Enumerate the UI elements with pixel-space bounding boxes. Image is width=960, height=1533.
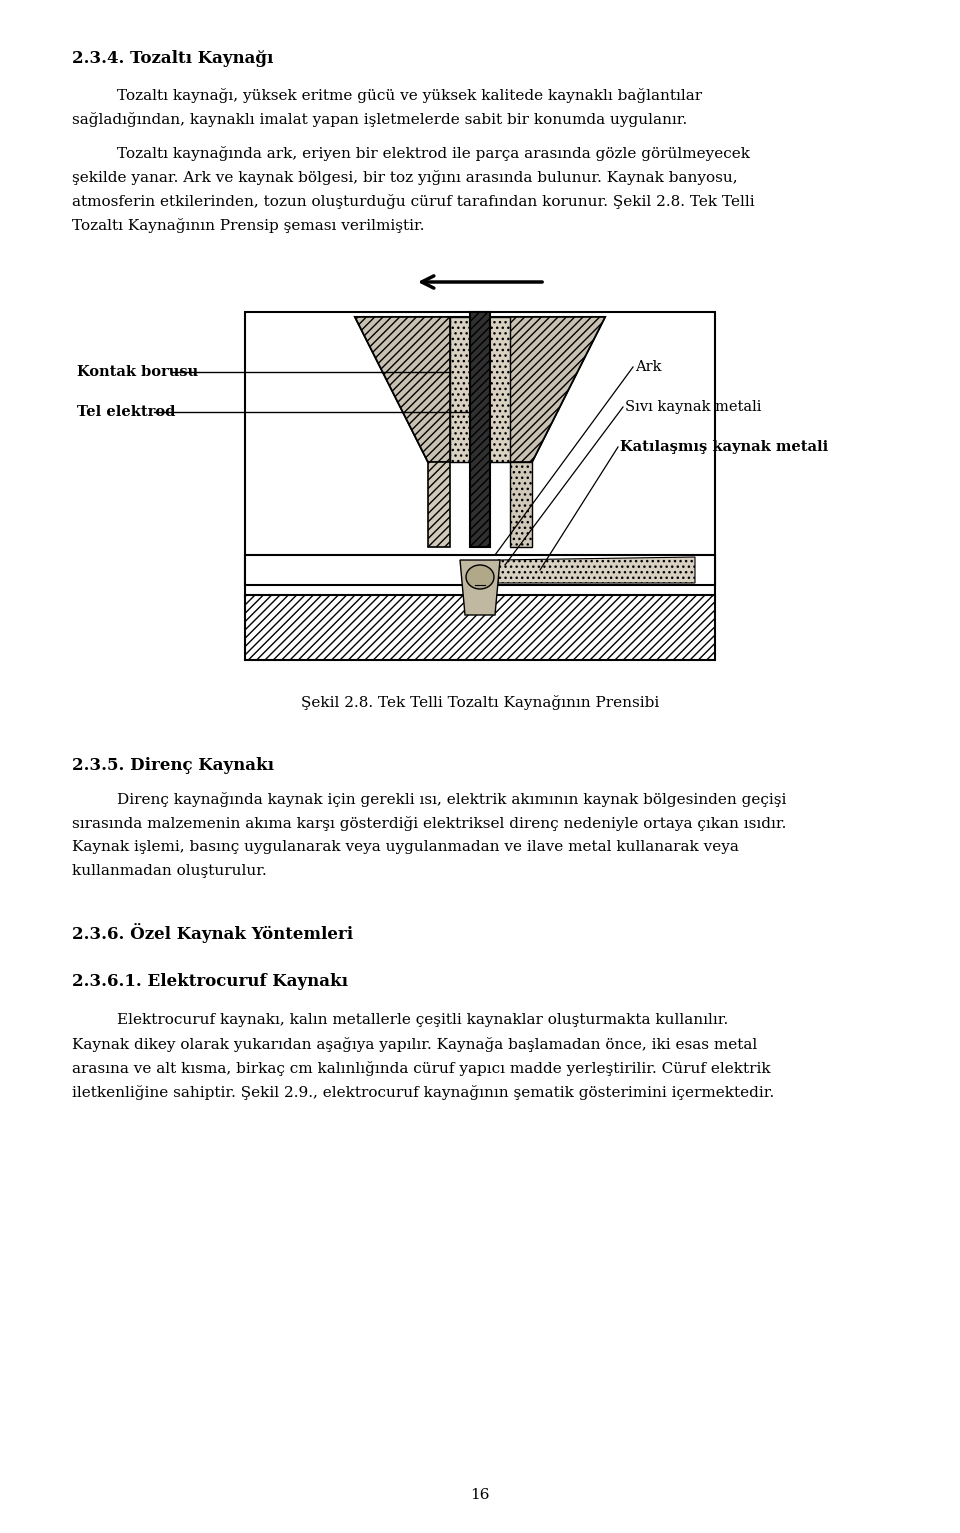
Text: atmosferin etkilerinden, tozun oluşturduğu cüruf tarafından korunur. Şekil 2.8. : atmosferin etkilerinden, tozun oluşturdu… (72, 195, 755, 208)
Text: sırasında malzemenin akıma karşı gösterdiği elektriksel direnç nedeniyle ortaya : sırasında malzemenin akıma karşı gösterd… (72, 816, 786, 831)
Text: arasına ve alt kısma, birkaç cm kalınlığında cüruf yapıcı madde yerleştirilir. C: arasına ve alt kısma, birkaç cm kalınlığ… (72, 1061, 771, 1076)
Text: Tozaltı Kaynağının Prensip şeması verilmiştir.: Tozaltı Kaynağının Prensip şeması verilm… (72, 218, 424, 233)
Text: 2.3.6. Özel Kaynak Yöntemleri: 2.3.6. Özel Kaynak Yöntemleri (72, 923, 353, 943)
Polygon shape (510, 461, 532, 547)
Text: Tel elektrod: Tel elektrod (77, 405, 176, 419)
Bar (245, 313, 715, 596)
Text: Kaynak dikey olarak yukarıdan aşağıya yapılır. Kaynağa başlamadan önce, iki esas: Kaynak dikey olarak yukarıdan aşağıya ya… (72, 1036, 757, 1052)
Text: şekilde yanar. Ark ve kaynak bölgesi, bir toz yığını arasında bulunur. Kaynak ba: şekilde yanar. Ark ve kaynak bölgesi, bi… (72, 170, 737, 185)
Text: Direnç kaynağında kaynak için gerekli ısı, elektrik akımının kaynak bölgesinden : Direnç kaynağında kaynak için gerekli ıs… (117, 793, 786, 806)
Polygon shape (460, 560, 500, 615)
Text: Şekil 2.8. Tek Telli Tozaltı Kaynağının Prensibi: Şekil 2.8. Tek Telli Tozaltı Kaynağının … (300, 694, 660, 710)
Text: Tozaltı kaynağında ark, eriyen bir elektrod ile parça arasında gözle görülmeyece: Tozaltı kaynağında ark, eriyen bir elekt… (117, 146, 750, 161)
Text: iletkenliğine sahiptir. Şekil 2.9., elektrocuruf kaynağının şematik gösterimini : iletkenliğine sahiptir. Şekil 2.9., elek… (72, 1085, 775, 1101)
Polygon shape (450, 317, 510, 461)
Polygon shape (355, 317, 450, 461)
Text: kullanmadan oluşturulur.: kullanmadan oluşturulur. (72, 865, 267, 878)
Text: Tozaltı kaynağı, yüksek eritme gücü ve yüksek kalitede kaynaklı bağlantılar: Tozaltı kaynağı, yüksek eritme gücü ve y… (117, 87, 702, 103)
Text: sağladığından, kaynaklı imalat yapan işletmelerde sabit bir konumda uygulanır.: sağladığından, kaynaklı imalat yapan işl… (72, 112, 687, 127)
Text: Kaynak işlemi, basınç uygulanarak veya uygulanmadan ve ilave metal kullanarak ve: Kaynak işlemi, basınç uygulanarak veya u… (72, 840, 739, 854)
Text: 16: 16 (470, 1489, 490, 1502)
Text: 2.3.5. Direnç Kaynakı: 2.3.5. Direnç Kaynakı (72, 757, 274, 774)
Polygon shape (355, 317, 605, 461)
Polygon shape (510, 317, 605, 461)
Text: 2.3.6.1. Elektrocuruf Kaynakı: 2.3.6.1. Elektrocuruf Kaynakı (72, 973, 348, 990)
Polygon shape (245, 595, 715, 661)
Polygon shape (498, 556, 695, 583)
Text: Sıvı kaynak metali: Sıvı kaynak metali (625, 400, 761, 414)
Polygon shape (428, 461, 450, 547)
Text: Kontak borusu: Kontak borusu (77, 365, 199, 379)
Text: Ark: Ark (635, 360, 661, 374)
Polygon shape (470, 313, 490, 547)
Text: 2.3.4. Tozaltı Kaynağı: 2.3.4. Tozaltı Kaynağı (72, 51, 274, 67)
Ellipse shape (466, 566, 494, 589)
Text: Katılaşmış kaynak metali: Katılaşmış kaynak metali (620, 440, 828, 454)
Polygon shape (245, 555, 715, 586)
Text: Elektrocuruf kaynakı, kalın metallerle çeşitli kaynaklar oluşturmakta kullanılır: Elektrocuruf kaynakı, kalın metallerle ç… (117, 1013, 729, 1027)
